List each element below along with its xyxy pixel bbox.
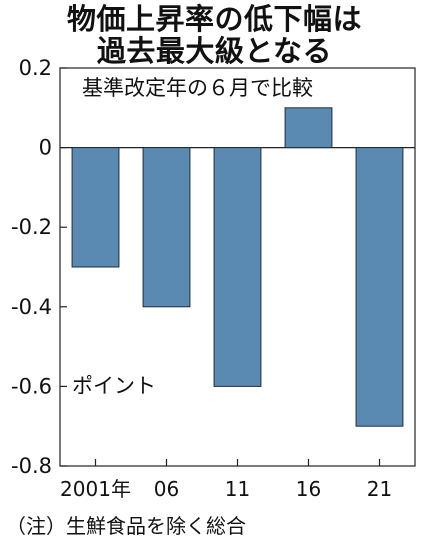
y-tick-label: -0.2 <box>11 215 52 239</box>
chart-subtitle: 基準改定年の６月で比較 <box>82 76 313 100</box>
unit-label: ポイント <box>72 374 156 398</box>
y-tick-label: -0.4 <box>11 295 52 319</box>
bar <box>142 147 191 308</box>
y-tick-label: -0.6 <box>11 374 52 398</box>
footnote: （注）生鮮食品を除く総合 <box>6 514 246 538</box>
bar <box>355 147 404 427</box>
y-tick-label: -0.8 <box>11 454 52 478</box>
chart-title-line-1: 物価上昇率の低下幅は <box>66 2 362 36</box>
bar <box>284 107 333 149</box>
y-tick-label: 0.2 <box>19 56 52 80</box>
x-tick-label: 06 <box>154 477 179 501</box>
chart-title-line-2: 過去最大級となる <box>96 34 333 68</box>
x-tick-label: 2001年 <box>60 477 131 501</box>
x-tick-label: 21 <box>367 477 392 501</box>
bar <box>213 147 262 387</box>
bar <box>71 147 120 268</box>
y-tick-label: 0 <box>39 136 52 160</box>
x-tick-label: 16 <box>296 477 321 501</box>
x-tick-label: 11 <box>225 477 250 501</box>
